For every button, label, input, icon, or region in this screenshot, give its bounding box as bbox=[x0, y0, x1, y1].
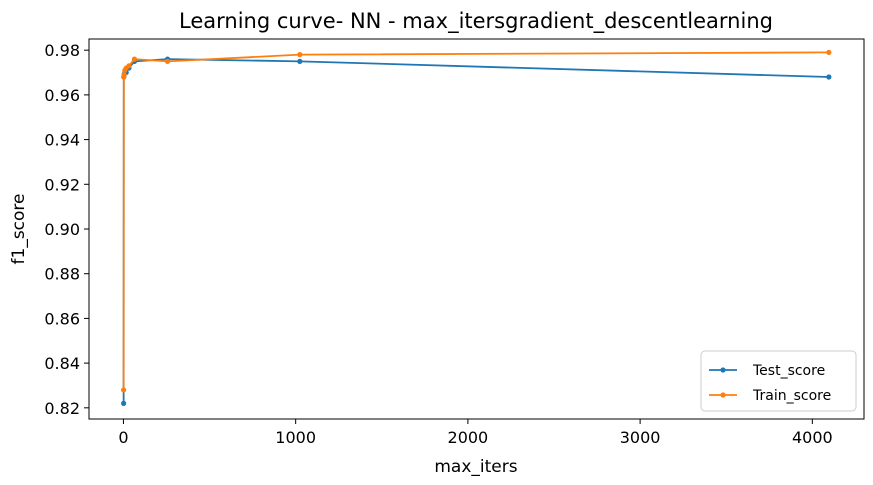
series-line bbox=[122, 51, 829, 390]
series-train-score bbox=[121, 49, 832, 393]
legend-label: Test_score bbox=[752, 363, 825, 379]
legend-marker bbox=[720, 367, 726, 373]
legend: Test_score Train_score bbox=[700, 350, 857, 412]
x-tick-label: 2000 bbox=[448, 428, 489, 447]
y-tick-label: 0.90 bbox=[44, 220, 80, 239]
legend-box bbox=[700, 350, 857, 412]
data-point bbox=[131, 56, 138, 62]
y-tick-label: 0.88 bbox=[44, 265, 80, 284]
x-tick-label: 4000 bbox=[792, 428, 833, 447]
x-axis-label: max_iters bbox=[434, 457, 517, 477]
y-axis-label: f1_score bbox=[9, 194, 29, 265]
legend-label: Train_score bbox=[752, 388, 831, 404]
y-axis: 0.82 0.84 0.86 0.88 0.90 0.92 0.94 0.96 0.98 bbox=[44, 41, 89, 418]
data-point bbox=[297, 52, 303, 58]
data-point bbox=[164, 58, 171, 64]
y-tick-label: 0.96 bbox=[44, 86, 80, 105]
data-point bbox=[297, 58, 303, 64]
y-tick-label: 0.92 bbox=[44, 175, 80, 194]
data-point bbox=[126, 63, 132, 69]
data-point bbox=[826, 74, 832, 80]
legend-entry: Train_score bbox=[709, 388, 831, 404]
legend-marker bbox=[720, 392, 726, 398]
x-tick-label: 3000 bbox=[620, 428, 661, 447]
data-point bbox=[121, 387, 127, 393]
y-tick-label: 0.94 bbox=[44, 131, 80, 150]
data-point bbox=[121, 400, 127, 406]
x-tick-label: 0 bbox=[118, 428, 128, 447]
legend-entry: Test_score bbox=[709, 363, 825, 379]
y-tick-label: 0.84 bbox=[44, 354, 80, 373]
chart-title: Learning curve- NN - max_itersgradient_d… bbox=[179, 9, 773, 34]
data-point bbox=[826, 49, 832, 56]
y-tick-label: 0.82 bbox=[44, 399, 80, 418]
data-point bbox=[121, 72, 127, 78]
x-tick-label: 1000 bbox=[275, 428, 316, 447]
y-tick-label: 0.98 bbox=[44, 41, 80, 60]
x-axis: 0 1000 2000 3000 4000 bbox=[118, 419, 833, 447]
y-tick-label: 0.86 bbox=[44, 309, 80, 328]
series-layer bbox=[121, 49, 832, 406]
